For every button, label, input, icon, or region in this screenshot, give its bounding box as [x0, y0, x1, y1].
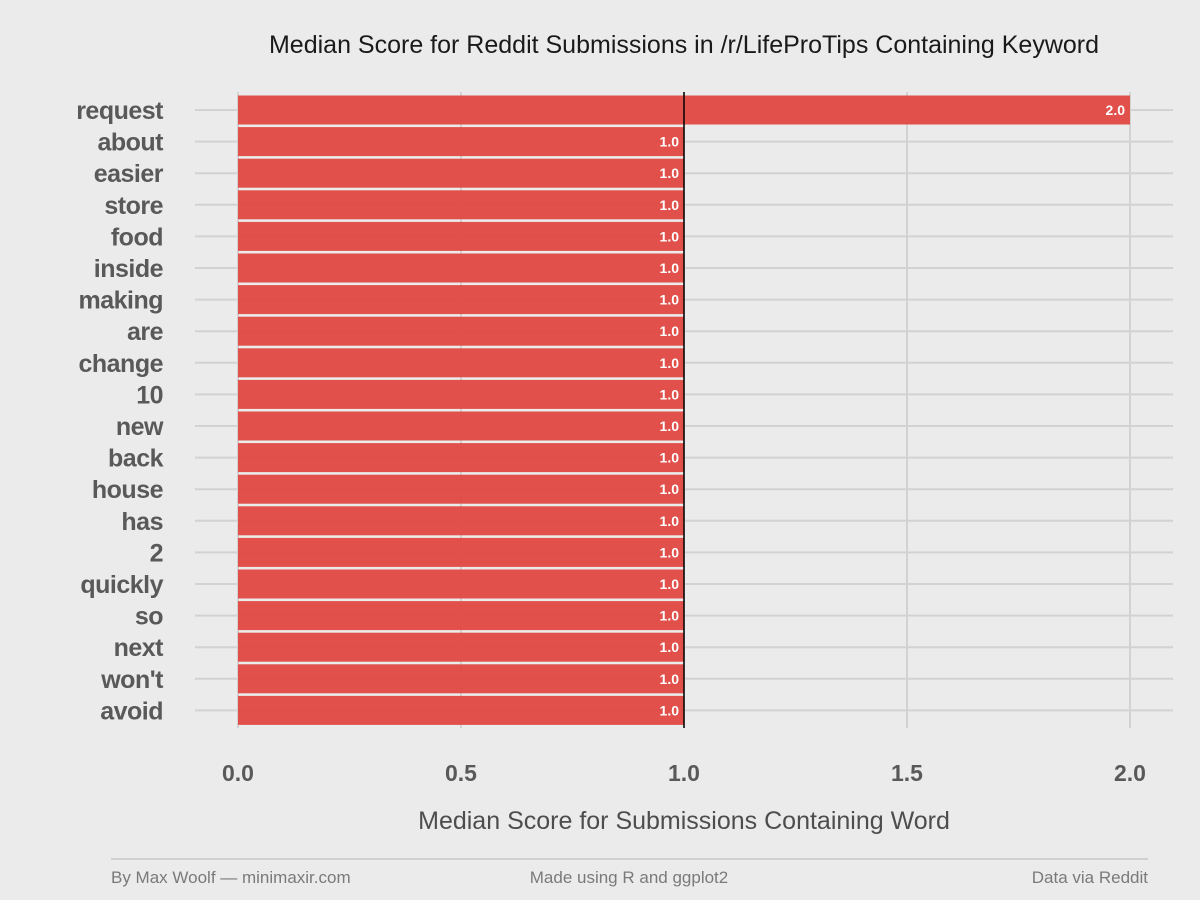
bar-value-label: 1.0 — [660, 165, 680, 181]
category-label: change — [78, 350, 163, 378]
bar-value-label: 1.0 — [660, 134, 680, 150]
value-labels: 2.0 1.0 1.0 1.0 1.0 1.0 1.0 1.0 1.0 1.0 1.0 1.0 1.0 1… — [660, 102, 1126, 718]
bar — [238, 190, 684, 220]
bar — [238, 253, 684, 283]
bar-value-label: 1.0 — [660, 702, 680, 718]
bar-value-label: 1.0 — [660, 418, 680, 434]
bar — [238, 127, 684, 157]
category-label: next — [114, 634, 165, 662]
bar-value-label: 1.0 — [660, 608, 680, 624]
bar — [238, 695, 684, 725]
x-tick-label: 1.0 — [668, 760, 700, 786]
x-tick-label: 0.5 — [445, 760, 477, 786]
category-label: new — [116, 413, 164, 441]
bar-value-label: 1.0 — [660, 197, 680, 213]
bar — [238, 316, 684, 346]
bar — [238, 411, 684, 441]
category-labels: request about easier store food inside making a… — [76, 97, 164, 725]
bar — [238, 474, 684, 504]
bar-value-label: 1.0 — [660, 671, 680, 687]
category-label: request — [76, 97, 164, 125]
category-label: food — [111, 223, 163, 251]
bar-value-label: 1.0 — [660, 481, 680, 497]
bar — [238, 348, 684, 378]
category-label: are — [127, 318, 164, 346]
bar — [238, 632, 684, 662]
bar — [238, 537, 684, 567]
bar-value-label: 1.0 — [660, 576, 680, 592]
category-label: inside — [94, 255, 164, 283]
x-tick-label: 1.5 — [891, 760, 923, 786]
bar — [238, 601, 684, 631]
category-label: won't — [100, 666, 164, 694]
bar — [238, 285, 684, 315]
category-label: making — [78, 287, 163, 315]
bar — [238, 158, 684, 188]
bar — [238, 506, 684, 536]
category-label: so — [135, 603, 163, 631]
bar — [238, 569, 684, 599]
bar — [238, 221, 684, 251]
footer-source: Data via Reddit — [1032, 868, 1149, 887]
bar — [238, 379, 684, 409]
category-label: back — [108, 445, 164, 473]
x-axis-title: Median Score for Submissions Containing … — [418, 807, 950, 835]
bar-value-label: 2.0 — [1106, 102, 1126, 118]
bar-value-label: 1.0 — [660, 228, 680, 244]
footer-tool: Made using R and ggplot2 — [530, 868, 728, 887]
bar-value-label: 1.0 — [660, 639, 680, 655]
bar-value-label: 1.0 — [660, 544, 680, 560]
bar-value-label: 1.0 — [660, 386, 680, 402]
chart-title: Median Score for Reddit Submissions in /… — [269, 31, 1099, 59]
category-label: about — [97, 129, 164, 157]
category-label: house — [92, 476, 164, 504]
x-tick-label: 0.0 — [222, 760, 254, 786]
bar-value-label: 1.0 — [660, 260, 680, 276]
x-tick-label: 2.0 — [1114, 760, 1146, 786]
bar-value-label: 1.0 — [660, 450, 680, 466]
bars — [238, 95, 1130, 725]
category-label: has — [121, 508, 163, 536]
category-label: store — [104, 192, 163, 220]
bar-value-label: 1.0 — [660, 323, 680, 339]
bar-value-label: 1.0 — [660, 292, 680, 308]
bar-value-label: 1.0 — [660, 355, 680, 371]
category-label: easier — [94, 160, 164, 188]
category-label: 10 — [136, 381, 163, 409]
bar — [238, 664, 684, 694]
bar — [238, 443, 684, 473]
category-label: 2 — [150, 539, 163, 567]
footer-credit: By Max Woolf — minimaxir.com — [111, 868, 351, 887]
bar-value-label: 1.0 — [660, 513, 680, 529]
x-tick-labels: 0.0 0.5 1.0 1.5 2.0 — [222, 760, 1146, 786]
category-label: quickly — [80, 571, 163, 599]
category-label: avoid — [100, 697, 163, 725]
